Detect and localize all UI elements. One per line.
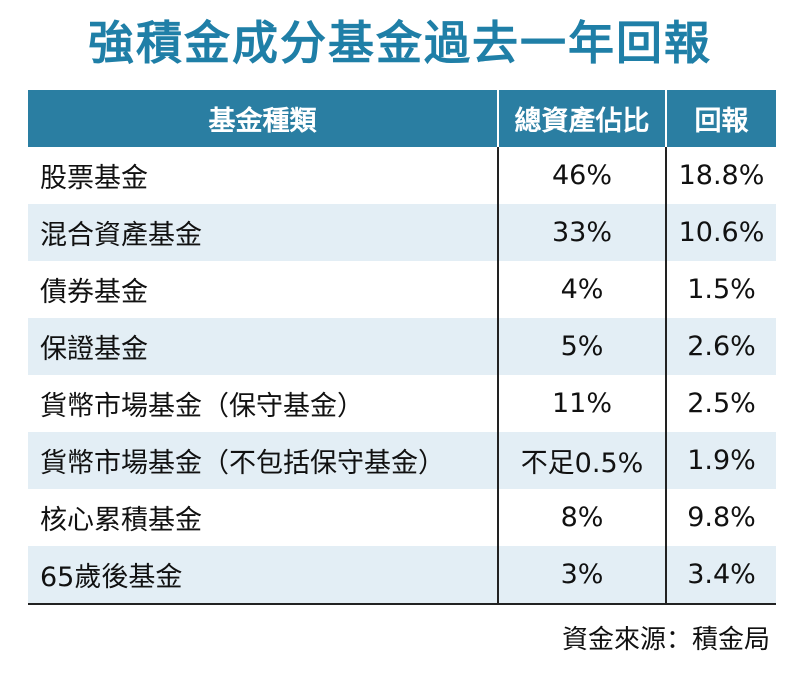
asset-share-cell: 33% xyxy=(497,204,666,261)
fund-name-cell: 65歲後基金 xyxy=(28,546,498,605)
fund-name-cell: 核心累積基金 xyxy=(28,489,498,546)
asset-share-cell: 5% xyxy=(497,318,666,375)
table-row: 貨幣市場基金（不包括保守基金） 不足0.5% 1.9% xyxy=(28,432,776,489)
asset-share-cell: 8% xyxy=(497,489,666,546)
asset-share-cell: 不足0.5% xyxy=(497,432,666,489)
fund-name-cell: 貨幣市場基金（保守基金） xyxy=(28,375,498,432)
fund-name-cell: 保證基金 xyxy=(28,318,498,375)
fund-name-cell: 債券基金 xyxy=(28,261,498,318)
table-row: 貨幣市場基金（保守基金） 11% 2.5% xyxy=(28,375,776,432)
column-header-fund-type: 基金種類 xyxy=(28,90,499,147)
fund-returns-table-container: 基金種類 總資產佔比 回報 股票基金 46% 18.8% 混合資產基金 33% … xyxy=(28,90,776,605)
fund-name-cell: 股票基金 xyxy=(28,147,498,204)
source-note: 資金來源：積金局 xyxy=(561,625,770,655)
fund-returns-table: 基金種類 總資產佔比 回報 股票基金 46% 18.8% 混合資產基金 33% … xyxy=(28,90,776,605)
column-header-asset-share: 總資產佔比 xyxy=(498,90,667,147)
asset-share-cell: 46% xyxy=(497,147,666,204)
page-title: 強積金成分基金過去一年回報 xyxy=(88,16,712,70)
asset-share-cell: 11% xyxy=(497,375,666,432)
table-row: 65歲後基金 3% 3.4% xyxy=(28,546,776,605)
return-cell: 2.6% xyxy=(665,318,776,375)
return-cell: 9.8% xyxy=(665,489,776,546)
column-header-return: 回報 xyxy=(666,90,776,147)
fund-name-cell: 貨幣市場基金（不包括保守基金） xyxy=(28,432,498,489)
asset-share-cell: 3% xyxy=(497,546,666,605)
return-cell: 10.6% xyxy=(665,204,776,261)
return-cell: 3.4% xyxy=(665,546,776,605)
return-cell: 18.8% xyxy=(665,147,776,204)
table-row: 債券基金 4% 1.5% xyxy=(28,261,776,318)
table-row: 核心累積基金 8% 9.8% xyxy=(28,489,776,546)
table-row: 股票基金 46% 18.8% xyxy=(28,147,776,204)
fund-name-cell: 混合資產基金 xyxy=(28,204,498,261)
table-header-row: 基金種類 總資產佔比 回報 xyxy=(28,90,776,147)
table-row: 混合資產基金 33% 10.6% xyxy=(28,204,776,261)
return-cell: 1.9% xyxy=(665,432,776,489)
table-row: 保證基金 5% 2.6% xyxy=(28,318,776,375)
asset-share-cell: 4% xyxy=(497,261,666,318)
return-cell: 2.5% xyxy=(665,375,776,432)
return-cell: 1.5% xyxy=(665,261,776,318)
